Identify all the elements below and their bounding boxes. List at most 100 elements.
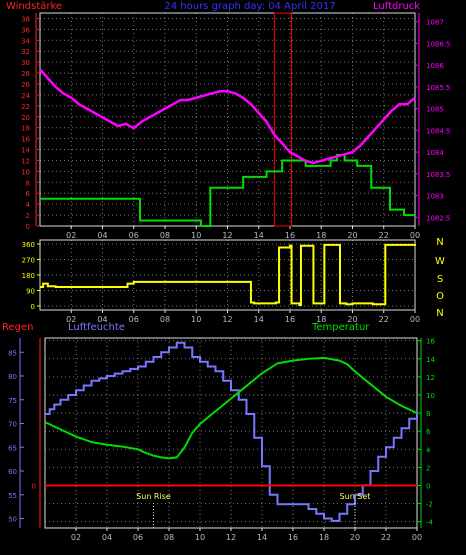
sun-annotation-label: Sun Rise bbox=[136, 492, 171, 501]
humidity-label: Luftfeuchte bbox=[68, 322, 125, 333]
x-tick-label: 14 bbox=[254, 315, 264, 324]
pressure-label: Luftdruck bbox=[373, 1, 420, 12]
x-tick-label: 20 bbox=[347, 315, 357, 324]
wind-tick-label: 32 bbox=[21, 48, 30, 56]
pressure-tick-label: 1085 bbox=[426, 106, 444, 114]
wind-tick-label: 24 bbox=[21, 92, 30, 100]
humidity-tick-label: 75 bbox=[8, 397, 17, 405]
compass-label: N bbox=[436, 308, 443, 319]
sun-annotation-label: Sun Set bbox=[340, 492, 371, 501]
x-tick-label: 00 bbox=[412, 533, 422, 542]
x-tick-label: 02 bbox=[66, 315, 76, 324]
wind-tick-label: 36 bbox=[21, 26, 30, 34]
x-tick-label: 14 bbox=[257, 533, 267, 542]
pressure-tick-label: 1086.5 bbox=[426, 40, 451, 48]
temperature-tick-label: -4 bbox=[426, 519, 434, 527]
x-tick-label: 10 bbox=[195, 533, 205, 542]
x-tick-label: 08 bbox=[160, 231, 170, 240]
x-tick-label: 04 bbox=[102, 533, 112, 542]
x-tick-label: 06 bbox=[133, 533, 143, 542]
wind-tick-label: 30 bbox=[21, 59, 30, 67]
pressure-tick-label: 1087 bbox=[426, 19, 444, 27]
x-tick-label: 12 bbox=[222, 315, 232, 324]
rain-label: Regen bbox=[2, 322, 34, 333]
temperature-label: Temperatur bbox=[311, 322, 370, 333]
x-tick-label: 18 bbox=[319, 533, 329, 542]
x-tick-label: 00 bbox=[410, 315, 420, 324]
wind-speed-series-line bbox=[40, 154, 415, 227]
compass-label: N bbox=[436, 237, 443, 248]
wind-tick-label: 14 bbox=[21, 147, 30, 155]
temperature-tick-label: 4 bbox=[426, 446, 431, 454]
pressure-tick-label: 1084.5 bbox=[426, 127, 451, 135]
wind-tick-label: 22 bbox=[21, 103, 30, 111]
humidity-tick-label: 65 bbox=[8, 444, 17, 452]
wind-direction-series-line bbox=[40, 243, 416, 307]
x-tick-label: 02 bbox=[66, 231, 76, 240]
temperature-tick-label: 16 bbox=[426, 338, 435, 346]
time-marker bbox=[273, 12, 293, 227]
panel1-grid bbox=[39, 12, 416, 227]
temperature-tick-label: 12 bbox=[426, 374, 435, 382]
x-tick-label: 14 bbox=[254, 231, 264, 240]
compass-label: O bbox=[436, 291, 444, 302]
wind-tick-label: 18 bbox=[21, 125, 30, 133]
x-tick-label: 16 bbox=[285, 231, 295, 240]
temperature-tick-label: 8 bbox=[426, 410, 430, 418]
compass-label: W bbox=[435, 256, 445, 267]
x-tick-label: 16 bbox=[285, 315, 295, 324]
x-tick-label: 12 bbox=[226, 533, 236, 542]
wind-tick-label: 28 bbox=[21, 70, 30, 78]
humidity-tick-label: 60 bbox=[8, 468, 17, 476]
pressure-tick-label: 1085.5 bbox=[426, 84, 451, 92]
wind-tick-label: 26 bbox=[21, 81, 30, 89]
panel3-series: Sun Rise Sun Set bbox=[44, 341, 418, 528]
direction-tick-label: 90 bbox=[26, 288, 35, 296]
temperature-series-line bbox=[44, 356, 418, 460]
x-tick-label: 20 bbox=[347, 231, 357, 240]
wind-tick-label: 6 bbox=[26, 190, 31, 198]
rain-tick-label: 0 bbox=[32, 482, 36, 490]
wind-tick-label: 2 bbox=[26, 212, 30, 220]
wind-tick-label: 20 bbox=[21, 114, 30, 122]
x-tick-label: 22 bbox=[379, 315, 389, 324]
x-tick-label: 00 bbox=[410, 231, 420, 240]
x-tick-label: 08 bbox=[160, 315, 170, 324]
pressure-tick-label: 1083.5 bbox=[426, 171, 451, 179]
temperature-tick-label: 2 bbox=[426, 464, 430, 472]
wind-tick-label: 34 bbox=[21, 37, 30, 45]
panel1-frame bbox=[39, 12, 416, 227]
direction-tick-label: 180 bbox=[22, 272, 35, 280]
pressure-series-line bbox=[39, 68, 416, 165]
x-tick-label: 10 bbox=[191, 231, 201, 240]
wind-tick-label: 8 bbox=[26, 179, 30, 187]
humidity-tick-label: 80 bbox=[8, 373, 17, 381]
panel1-ticks: 024681012141618202224262830323436381082.… bbox=[21, 13, 451, 240]
x-tick-label: 08 bbox=[164, 533, 174, 542]
x-tick-label: 20 bbox=[350, 533, 360, 542]
x-tick-label: 06 bbox=[129, 231, 139, 240]
direction-tick-label: 270 bbox=[22, 257, 35, 265]
wind-tick-label: 16 bbox=[21, 136, 30, 144]
x-tick-label: 18 bbox=[316, 315, 326, 324]
x-tick-label: 22 bbox=[379, 231, 389, 240]
pressure-tick-label: 1084 bbox=[426, 149, 444, 157]
humidity-tick-label: 85 bbox=[8, 349, 17, 357]
temperature-tick-label: 6 bbox=[426, 428, 431, 436]
pressure-tick-label: 1082.5 bbox=[426, 214, 451, 222]
pressure-tick-label: 1083 bbox=[426, 193, 444, 201]
x-tick-label: 22 bbox=[381, 533, 391, 542]
wind-speed-label: Windstärke bbox=[6, 1, 62, 12]
x-tick-label: 06 bbox=[129, 315, 139, 324]
humidity-tick-label: 55 bbox=[8, 492, 17, 500]
direction-tick-label: 360 bbox=[22, 241, 35, 249]
x-tick-label: 04 bbox=[97, 231, 107, 240]
x-tick-label: 18 bbox=[316, 231, 326, 240]
temperature-tick-label: 10 bbox=[426, 392, 435, 400]
temperature-tick-label: 0 bbox=[426, 482, 430, 490]
wind-tick-label: 12 bbox=[21, 157, 30, 165]
x-tick-label: 12 bbox=[222, 231, 232, 240]
wind-tick-label: 38 bbox=[21, 15, 30, 23]
